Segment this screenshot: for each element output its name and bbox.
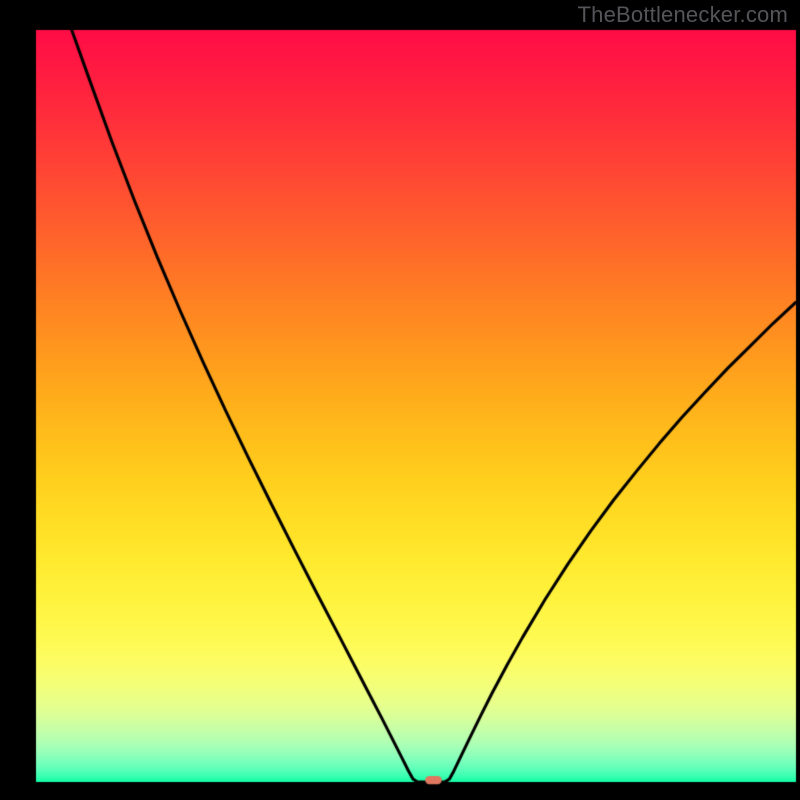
- bottleneck-chart: [0, 0, 800, 800]
- watermark-text: TheBottlenecker.com: [578, 2, 788, 28]
